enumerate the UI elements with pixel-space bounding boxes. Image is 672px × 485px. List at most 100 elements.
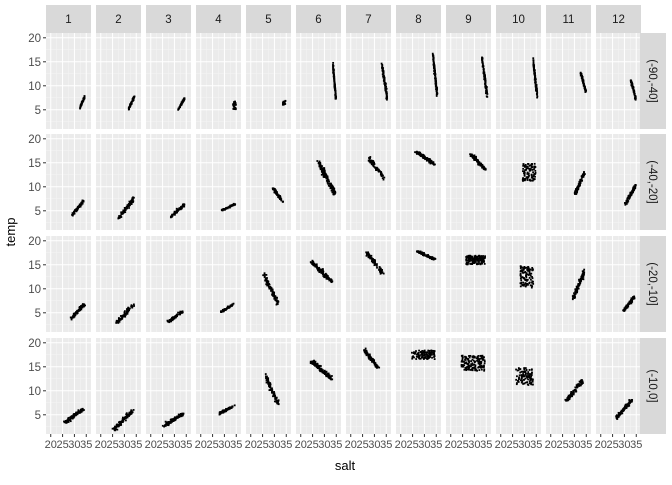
data-point — [631, 83, 633, 85]
data-point — [522, 163, 524, 165]
data-point — [483, 166, 485, 168]
data-point — [486, 89, 488, 91]
data-point — [583, 82, 585, 84]
data-point — [482, 61, 484, 63]
data-point — [525, 267, 527, 269]
data-point — [381, 66, 383, 68]
data-point — [522, 165, 524, 167]
data-point — [533, 69, 535, 71]
data-point — [310, 361, 312, 363]
data-point — [322, 369, 324, 371]
data-point — [334, 86, 336, 88]
data-point — [634, 95, 636, 97]
data-point — [386, 97, 388, 99]
data-point — [515, 369, 517, 371]
data-point — [433, 61, 435, 63]
data-point — [573, 296, 575, 298]
data-point — [335, 90, 337, 92]
data-point — [529, 282, 531, 284]
data-point — [130, 413, 132, 415]
data-point — [72, 215, 74, 217]
data-point — [435, 78, 437, 80]
data-point — [518, 367, 520, 369]
data-point — [527, 266, 529, 268]
data-point — [182, 310, 184, 312]
data-point — [578, 279, 580, 281]
data-point — [411, 358, 413, 360]
data-point — [133, 304, 135, 306]
data-point — [484, 83, 486, 85]
data-point — [278, 403, 280, 405]
data-point — [364, 351, 366, 353]
data-point — [432, 53, 434, 55]
data-point — [483, 71, 485, 73]
data-point — [482, 259, 484, 261]
data-point — [523, 269, 525, 271]
data-point — [271, 290, 273, 292]
data-point — [375, 264, 377, 266]
data-point — [480, 164, 482, 166]
data-point — [468, 369, 470, 371]
data-point — [464, 356, 466, 358]
data-point — [180, 207, 182, 209]
data-point — [527, 166, 529, 168]
data-point — [626, 200, 628, 202]
data-point — [118, 215, 120, 217]
data-point — [334, 88, 336, 90]
data-point — [580, 74, 582, 76]
data-point — [274, 398, 276, 400]
data-point — [532, 171, 534, 173]
data-point — [81, 306, 83, 308]
data-point — [334, 83, 336, 85]
data-point — [585, 91, 587, 93]
data-point — [113, 427, 115, 429]
data-point — [332, 62, 334, 64]
data-point — [416, 152, 418, 154]
data-point — [165, 421, 167, 423]
data-point — [323, 372, 325, 374]
data-point — [530, 273, 532, 275]
data-point — [485, 84, 487, 86]
data-point — [79, 205, 81, 207]
data-point — [73, 211, 75, 213]
data-point — [328, 376, 330, 378]
data-point — [633, 92, 635, 94]
data-point — [486, 96, 488, 98]
data-point — [517, 380, 519, 382]
data-point — [235, 104, 237, 106]
data-point — [331, 188, 333, 190]
data-point — [72, 212, 74, 214]
data-point — [72, 315, 74, 317]
data-point — [467, 256, 469, 258]
data-point — [114, 428, 116, 430]
data-point — [118, 217, 120, 219]
data-point — [279, 198, 281, 200]
data-point — [436, 95, 438, 97]
data-point — [524, 282, 526, 284]
data-point — [524, 378, 526, 380]
data-point — [518, 378, 520, 380]
data-point — [125, 420, 127, 422]
data-point — [520, 271, 522, 273]
data-point — [371, 260, 373, 262]
data-point — [264, 274, 266, 276]
data-point — [128, 201, 130, 203]
data-point — [436, 92, 438, 94]
data-point — [472, 356, 474, 358]
data-point — [335, 96, 337, 98]
data-point — [368, 157, 370, 159]
data-point — [223, 311, 225, 313]
data-point — [474, 259, 476, 261]
data-point — [414, 151, 416, 153]
data-point — [131, 201, 133, 203]
data-point — [519, 372, 521, 374]
data-point — [319, 162, 321, 164]
data-point — [331, 375, 333, 377]
data-point — [384, 78, 386, 80]
data-point — [484, 81, 486, 83]
data-point — [383, 75, 385, 77]
data-point — [314, 362, 316, 364]
data-point — [80, 411, 82, 413]
data-point — [369, 160, 371, 162]
